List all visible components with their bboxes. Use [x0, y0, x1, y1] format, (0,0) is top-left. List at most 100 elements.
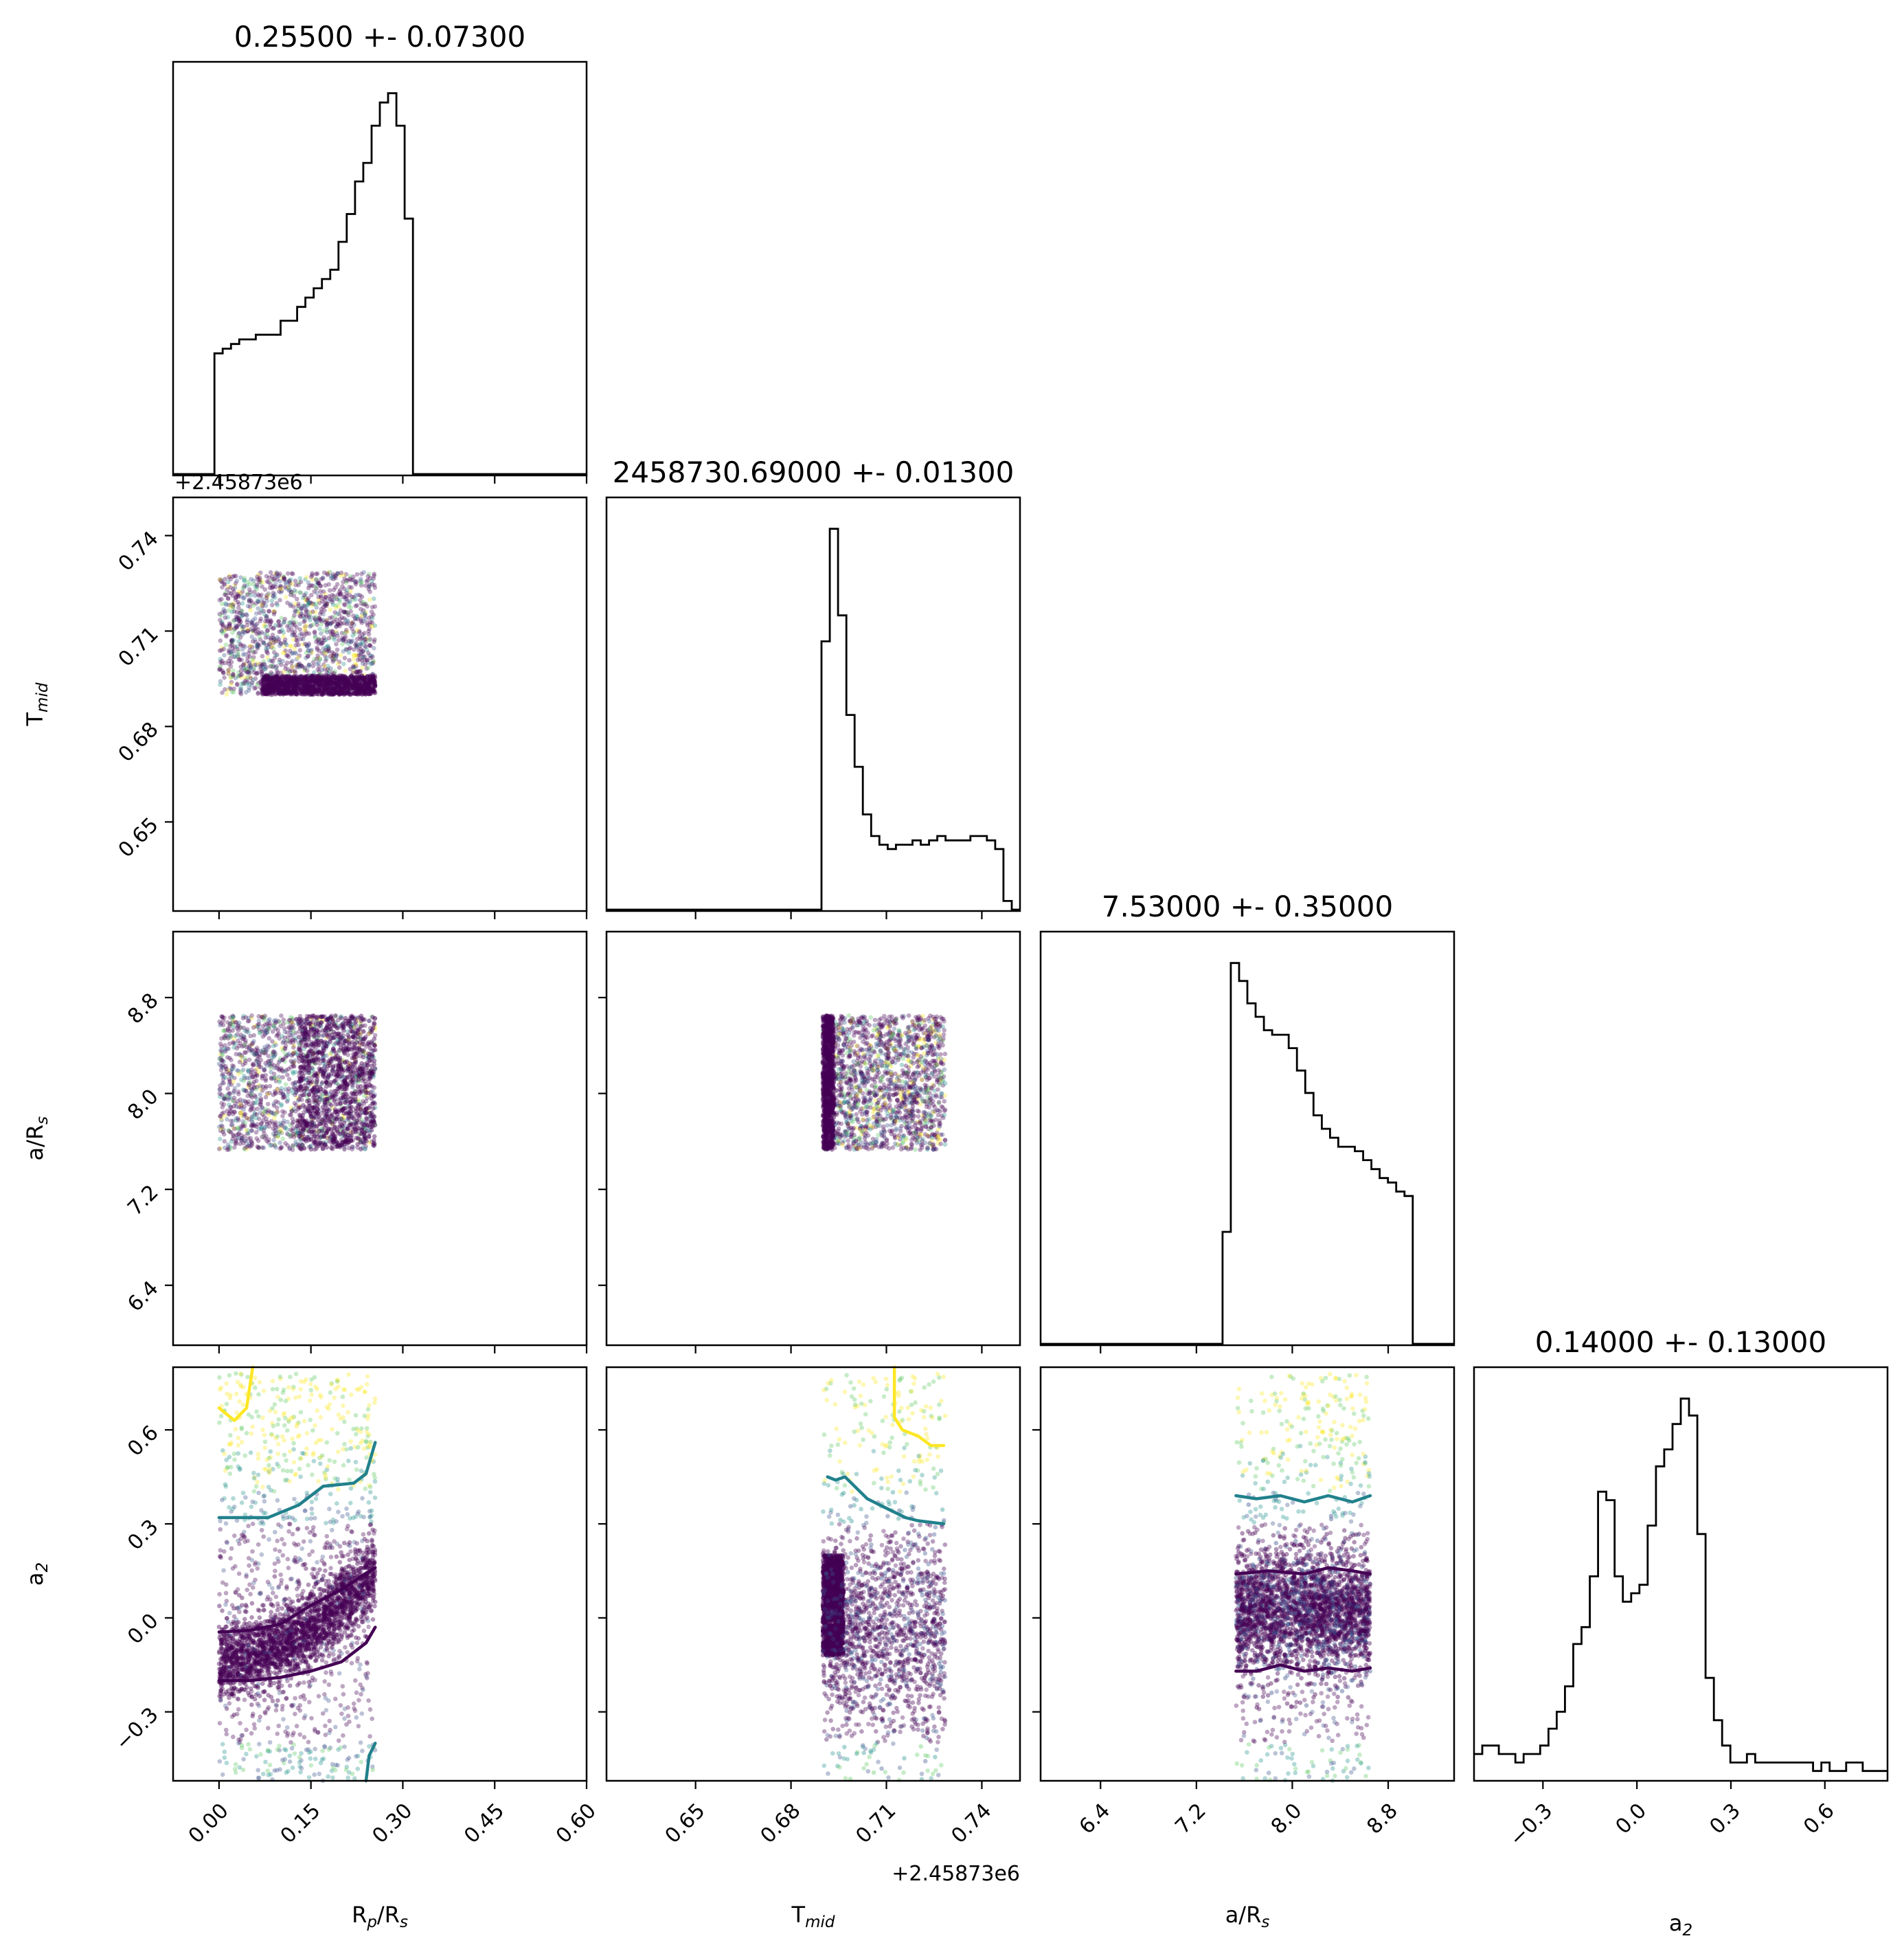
scatter-point: [369, 1068, 374, 1072]
scatter-point: [313, 585, 319, 590]
scatter-point: [310, 571, 315, 576]
scatter-point: [363, 662, 368, 667]
scatter-point: [326, 689, 332, 694]
scatter-point: [268, 675, 273, 681]
scatter-point: [323, 1089, 328, 1094]
scatter-point: [296, 1105, 302, 1110]
scatter-point: [234, 1133, 239, 1138]
scatter-point: [320, 575, 326, 581]
scatter-point: [225, 1116, 229, 1122]
scatter-point: [220, 1124, 225, 1129]
scatter-point: [251, 667, 256, 672]
scatter-point: [256, 690, 261, 695]
scatter-point: [339, 687, 344, 693]
scatter-point: [221, 671, 226, 675]
scatter-point: [265, 691, 271, 697]
scatter-point: [369, 661, 374, 666]
scatter-point: [324, 1026, 329, 1031]
scatter-point: [273, 622, 278, 628]
scatter-point: [277, 643, 282, 649]
scatter-point: [328, 1114, 333, 1119]
scatter-point: [280, 1069, 285, 1074]
scatter-point: [350, 1015, 355, 1020]
scatter-point: [334, 603, 339, 608]
scatter-point: [288, 644, 293, 649]
scatter-point: [317, 581, 321, 586]
scatter-point: [319, 678, 325, 683]
scatter-point: [262, 1066, 267, 1072]
scatter-point: [370, 616, 375, 621]
scatter-point: [340, 1123, 345, 1129]
scatter-point: [323, 658, 328, 663]
scatter-point: [285, 1072, 290, 1077]
scatter-point: [372, 1114, 377, 1119]
scatter-point: [358, 647, 363, 652]
scatter-point: [219, 601, 225, 607]
scatter-point: [246, 1136, 251, 1141]
scatter-point: [267, 1026, 272, 1031]
scatter-point: [351, 614, 356, 618]
scatter-point: [328, 1039, 333, 1044]
scatter-point: [245, 1075, 250, 1081]
scatter-point: [293, 1139, 298, 1145]
scatter-point: [257, 1031, 262, 1035]
scatter-point: [345, 1082, 350, 1087]
scatter-point: [264, 1063, 269, 1068]
scatter-point: [356, 1015, 361, 1020]
scatter-point: [256, 661, 260, 666]
scatter-point: [251, 670, 256, 675]
scatter-point: [324, 1097, 329, 1101]
scatter-point: [233, 1033, 238, 1039]
scatter-point: [223, 615, 228, 620]
scatter-point: [328, 622, 333, 627]
scatter-point: [226, 1112, 231, 1117]
scatter-point: [236, 1038, 240, 1044]
scatter-point: [358, 1137, 363, 1142]
scatter-point: [242, 578, 247, 583]
scatter-point: [266, 1053, 271, 1059]
scatter-point: [241, 1025, 247, 1031]
scatter-point: [284, 642, 289, 647]
scatter-point: [249, 620, 254, 625]
scatter-point: [316, 581, 321, 586]
scatter-point: [362, 1122, 367, 1127]
scatter-point: [286, 1051, 292, 1056]
scatter-point: [220, 690, 225, 695]
scatter-point: [277, 578, 283, 584]
scatter-point: [273, 653, 278, 658]
scatter-point: [364, 1090, 369, 1095]
scatter-point: [297, 1026, 303, 1031]
scatter-point: [272, 1116, 277, 1121]
scatter-point: [289, 1024, 294, 1030]
scatter-point: [326, 644, 330, 649]
scatter-point: [271, 609, 276, 614]
scatter-point: [357, 1089, 362, 1094]
scatter-point: [229, 682, 234, 687]
scatter-point: [348, 1100, 353, 1105]
scatter-point: [353, 597, 358, 602]
scatter-point: [293, 629, 297, 634]
scatter-point: [292, 1101, 297, 1106]
scatter-point: [251, 1063, 256, 1068]
scatter-point: [372, 683, 378, 688]
scatter-point: [248, 1033, 253, 1039]
scatter-point: [330, 686, 336, 691]
scatter-point: [319, 622, 324, 627]
scatter-point: [264, 1047, 270, 1053]
scatter-point: [286, 667, 291, 672]
scatter-layer: [216, 570, 1373, 1784]
scatter-point: [225, 1147, 230, 1152]
scatter-point: [356, 1077, 361, 1082]
scatter-point: [228, 605, 234, 609]
scatter-point: [318, 1068, 323, 1073]
scatter-point: [348, 1019, 352, 1024]
scatter-point: [348, 690, 354, 695]
scatter-point: [361, 1132, 367, 1137]
scatter-point: [344, 1135, 349, 1140]
scatter-point: [245, 619, 250, 625]
scatter-point: [350, 620, 355, 625]
scatter-point: [310, 650, 315, 655]
scatter-point: [269, 578, 275, 583]
scatter-point: [278, 1127, 283, 1132]
scatter-point: [321, 611, 326, 617]
